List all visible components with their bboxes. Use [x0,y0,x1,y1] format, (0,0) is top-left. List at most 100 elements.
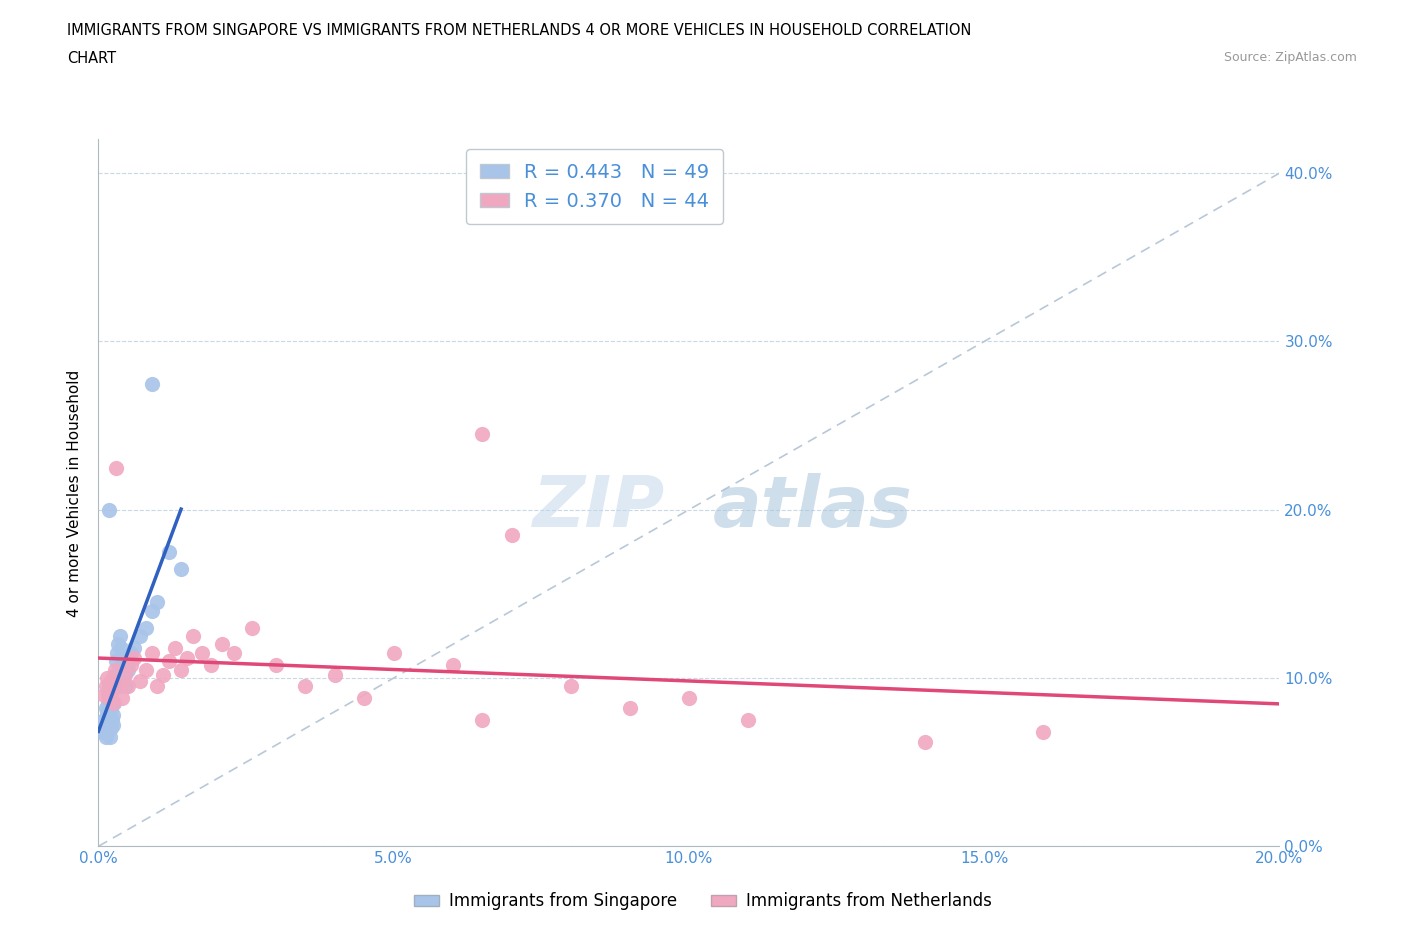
Point [100,701,122,716]
Point [224,645,246,660]
Point [200,658,222,672]
Point [103,708,125,723]
Point [103,718,125,733]
Point [105,654,128,669]
Point [94,721,117,736]
Point [181,629,204,644]
Point [211,637,233,652]
Point [170,561,193,576]
Point [146,595,169,610]
Point [108,679,131,694]
Point [135,662,157,677]
Text: atlas: atlas [713,472,912,541]
Point [110,640,132,655]
Point [107,637,129,652]
Point [97,721,120,736]
Point [914,735,936,750]
Text: IMMIGRANTS FROM SINGAPORE VS IMMIGRANTS FROM NETHERLANDS 4 OR MORE VEHICLES IN H: IMMIGRANTS FROM SINGAPORE VS IMMIGRANTS … [67,23,972,38]
Point [128,674,150,689]
Point [100,721,122,736]
Y-axis label: 4 or more Vehicles in Household: 4 or more Vehicles in Household [67,369,83,617]
Point [135,620,157,635]
Point [103,696,125,711]
Point [101,674,124,689]
Point [560,679,582,694]
Point [108,629,131,644]
Point [264,658,287,672]
Point [96,718,118,733]
Point [97,712,120,727]
Point [141,604,163,618]
Point [128,629,150,644]
Point [112,667,135,682]
Point [117,679,139,694]
Point [114,679,136,694]
Point [122,640,145,655]
Point [96,724,118,739]
Point [120,645,142,660]
Point [104,662,127,677]
Point [471,712,494,727]
Point [737,712,759,727]
Point [93,687,115,702]
Point [94,701,117,716]
Legend: Immigrants from Singapore, Immigrants from Netherlands: Immigrants from Singapore, Immigrants fr… [408,885,998,917]
Text: ZIP: ZIP [533,472,665,541]
Point [101,712,124,727]
Point [105,460,128,475]
Point [105,645,128,660]
Legend: R = 0.443   N = 49, R = 0.370   N = 44: R = 0.443 N = 49, R = 0.370 N = 44 [465,149,723,224]
Point [152,667,174,682]
Point [294,679,316,694]
Point [471,427,494,442]
Point [114,667,136,682]
Point [323,667,346,682]
Point [94,729,117,744]
Point [678,691,700,706]
Text: Source: ZipAtlas.com: Source: ZipAtlas.com [1223,51,1357,64]
Point [98,729,121,744]
Point [94,679,117,694]
Point [100,691,122,706]
Point [112,658,135,672]
Point [111,691,134,706]
Point [100,674,122,689]
Point [103,696,125,711]
Point [501,527,523,542]
Point [96,704,118,719]
Point [165,640,187,655]
Point [97,687,120,702]
Point [98,679,121,694]
Point [117,662,139,677]
Point [98,704,121,719]
Point [240,620,263,635]
Point [98,684,121,699]
Point [98,691,121,706]
Point [176,650,198,665]
Point [157,654,180,669]
Point [97,696,120,711]
Point [1032,724,1054,739]
Point [103,679,125,694]
Point [101,684,124,699]
Point [141,645,163,660]
Point [96,708,118,723]
Point [111,650,134,665]
Point [191,645,214,660]
Point [98,708,121,723]
Point [98,502,121,517]
Text: CHART: CHART [67,51,117,66]
Point [93,712,115,727]
Point [141,376,163,391]
Point [382,645,405,660]
Point [120,658,142,672]
Point [170,662,193,677]
Point [353,691,375,706]
Point [441,658,464,672]
Point [157,544,180,559]
Point [96,671,118,685]
Point [91,724,114,739]
Point [619,701,641,716]
Point [98,718,121,733]
Point [146,679,169,694]
